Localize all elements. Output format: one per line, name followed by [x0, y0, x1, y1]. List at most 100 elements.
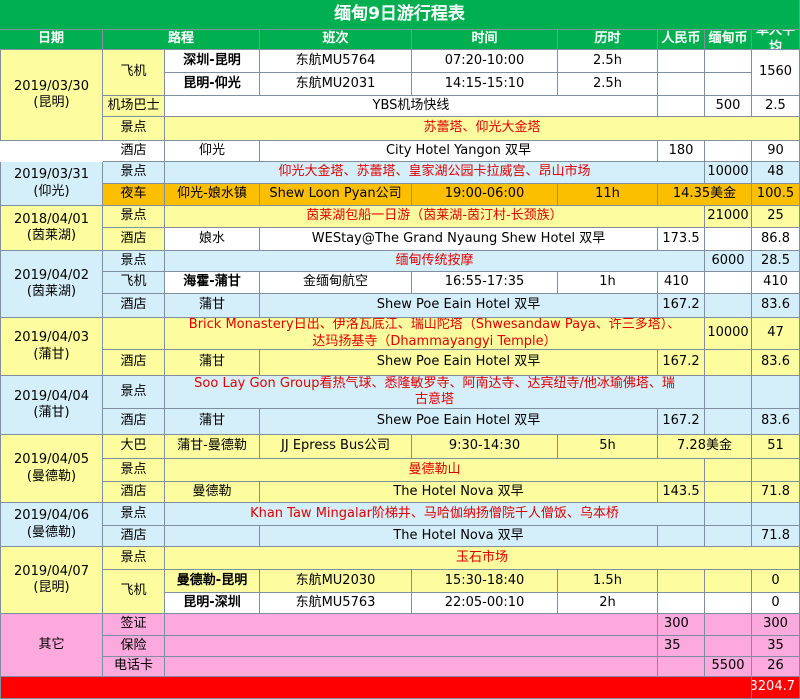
table-cell: 东航MU2030: [260, 570, 412, 593]
table-cell: 167.2: [658, 294, 705, 318]
table-cell: 47: [752, 318, 800, 350]
table-cell: 签证: [103, 614, 165, 636]
header-rmb: 人民币: [658, 30, 705, 50]
table-cell: 酒店: [103, 526, 165, 547]
table-cell: 景点: [103, 251, 165, 272]
empty-cell: [165, 526, 260, 547]
empty-cell: [658, 657, 705, 677]
table-cell: 500: [705, 96, 752, 117]
empty-cell: [0, 677, 752, 699]
table-cell: 苏蕾塔、仰光大金塔: [165, 117, 800, 141]
empty-cell: [165, 657, 658, 677]
table-cell: 茵莱湖包船一日游（茵莱湖-茵汀村-长颈族）: [165, 206, 705, 228]
table-cell: 0: [752, 570, 800, 593]
table-cell: 90: [752, 141, 800, 162]
table-cell: 2.5h: [558, 73, 658, 96]
table-cell: 飞机: [103, 272, 165, 294]
table-cell: 其它: [0, 614, 103, 677]
table-cell: 167.2: [658, 409, 705, 435]
table-cell: 2019/04/02 (茵莱湖): [0, 251, 103, 318]
table-cell: 300: [752, 614, 800, 636]
table-cell: 15:30-18:40: [412, 570, 558, 593]
header-service: 班次: [260, 30, 412, 50]
table-cell: 410: [658, 272, 705, 294]
header-per-person: 单人平均: [752, 30, 800, 50]
empty-cell: [165, 614, 658, 636]
table-cell: 蒲甘-曼德勒: [165, 435, 260, 459]
table-cell: 86.8: [752, 228, 800, 251]
empty-cell: [705, 350, 752, 376]
empty-cell: [705, 50, 752, 73]
table-cell: 酒店: [103, 482, 165, 503]
table-cell: 21000: [705, 206, 752, 228]
table-title: 缅甸9日游行程表: [0, 0, 800, 30]
table-cell: 22:05-00:10: [412, 593, 558, 614]
empty-cell: [705, 228, 752, 251]
empty-cell: [705, 73, 752, 96]
header-kyat: 缅甸币: [705, 30, 752, 50]
table-cell: 缅甸传统按摩: [165, 251, 705, 272]
table-cell: The Hotel Nova 双早: [260, 482, 658, 503]
table-cell: 2.5h: [558, 50, 658, 73]
table-cell: 14:15-15:10: [412, 73, 558, 96]
empty-cell: [165, 636, 658, 657]
table-cell: 100.5: [752, 184, 800, 206]
table-cell: 6000: [705, 251, 752, 272]
table-cell: 机场巴士: [103, 96, 165, 117]
header-time: 时间: [412, 30, 558, 50]
header-duration: 历时: [558, 30, 658, 50]
header-route: 路程: [103, 30, 260, 50]
table-cell: 夜车: [103, 184, 165, 206]
empty-cell: [658, 50, 705, 73]
empty-cell: [752, 376, 800, 409]
table-cell: 2019/04/07 (昆明): [0, 547, 103, 614]
table-cell: 2019/03/31 (仰光): [0, 162, 103, 206]
table-cell: 14.35美金: [658, 184, 752, 206]
table-cell: 昆明-深圳: [165, 593, 260, 614]
table-cell: 大巴: [103, 435, 165, 459]
empty-cell: [705, 459, 752, 482]
table-cell: 酒店: [103, 409, 165, 435]
table-cell: 金缅甸航空: [260, 272, 412, 294]
table-cell: 35: [658, 636, 705, 657]
table-cell: 2019/04/06 (曼德勒): [0, 503, 103, 547]
table-cell: 71.8: [752, 482, 800, 503]
table-cell: 25: [752, 206, 800, 228]
header-date: 日期: [0, 30, 103, 50]
empty-cell: [705, 570, 752, 593]
table-cell: JJ Epress Bus公司: [260, 435, 412, 459]
table-cell: 玉石市场: [165, 547, 800, 570]
empty-cell: [103, 318, 165, 350]
table-cell: Shew Loon Pyan公司: [260, 184, 412, 206]
table-cell: 东航MU5763: [260, 593, 412, 614]
table-cell: 1.5h: [558, 570, 658, 593]
table-cell: 2019/04/03 (蒲甘): [0, 318, 103, 376]
table-cell: 51: [752, 435, 800, 459]
table-cell: 410: [752, 272, 800, 294]
table-cell: 48: [752, 162, 800, 184]
empty-cell: [752, 459, 800, 482]
table-cell: Shew Poe Eain Hotel 双早: [260, 409, 658, 435]
table-cell: 16:55-17:35: [412, 272, 558, 294]
table-cell: 东航MU5764: [260, 50, 412, 73]
table-cell: 180: [658, 141, 705, 162]
table-cell: 5500: [705, 657, 752, 677]
table-cell: 35: [752, 636, 800, 657]
table-cell: 仰光大金塔、苏蕾塔、皇家湖公园卡拉威宫、昂山市场: [165, 162, 705, 184]
table-cell: 保险: [103, 636, 165, 657]
table-cell: 19:00-06:00: [412, 184, 558, 206]
table-cell: 07:20-10:00: [412, 50, 558, 73]
table-cell: 昆明-仰光: [165, 73, 260, 96]
table-cell: 2.5: [752, 96, 800, 117]
table-cell: 2019/04/05 (曼德勒): [0, 435, 103, 503]
table-cell: 7.28美金: [658, 435, 752, 459]
table-cell: 景点: [103, 547, 165, 570]
table-cell: 飞机: [103, 570, 165, 614]
table-cell: 飞机: [103, 50, 165, 96]
table-cell: 167.2: [658, 350, 705, 376]
table-cell: 83.6: [752, 294, 800, 318]
table-cell: 0: [752, 593, 800, 614]
table-cell: 景点: [103, 206, 165, 228]
table-cell: 3204.7: [752, 677, 800, 699]
